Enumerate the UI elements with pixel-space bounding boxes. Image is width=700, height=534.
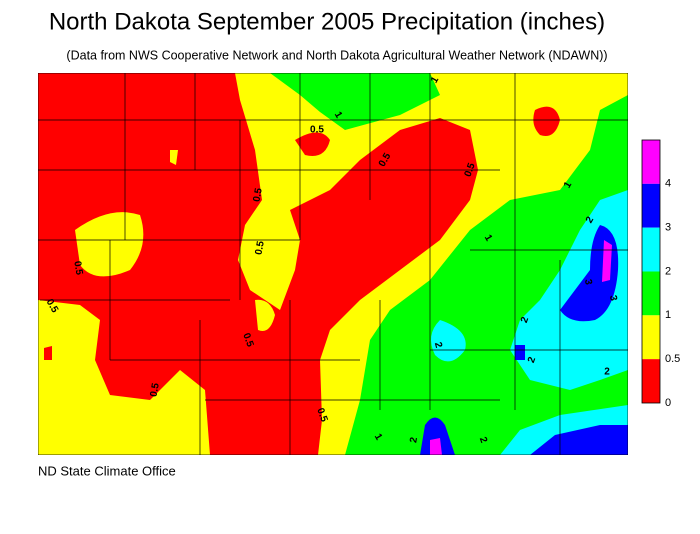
legend-label: 0.5	[665, 353, 680, 365]
region-3-4	[530, 425, 628, 455]
legend-swatch	[642, 359, 660, 403]
contour-label: 2	[432, 341, 444, 350]
region-3-4	[420, 417, 455, 455]
contour-label: 1	[562, 180, 575, 191]
region-0.5-1	[255, 299, 275, 331]
contour-label: 1	[429, 75, 442, 86]
contour-label: 0.5	[310, 125, 324, 136]
region-0-0.5	[44, 346, 52, 360]
contour-label: 3	[582, 278, 594, 286]
region-0-0.5	[38, 73, 478, 455]
contour-label: 1	[332, 110, 345, 121]
contour-labels: 0.50.50.50.50.50.50.50.50.50.51111222223…	[44, 75, 619, 445]
legend-label: 0	[665, 397, 671, 409]
legend-swatch	[642, 227, 660, 272]
region-0-0.5	[533, 106, 560, 136]
contour-label: 2	[408, 436, 420, 444]
contour-label: 0.5	[254, 240, 267, 256]
contour-label: 3	[607, 294, 619, 302]
legend-swatch	[642, 315, 660, 360]
legend-label: 2	[665, 265, 671, 277]
region-over-4	[430, 438, 442, 455]
region-2-3	[431, 320, 466, 362]
region-0-0.5	[295, 132, 330, 156]
legend-swatch	[642, 183, 660, 228]
county-lines	[38, 73, 628, 455]
contour-label: 1	[372, 432, 385, 443]
legend: 4 3 2 1 0.5 0	[641, 139, 680, 409]
contour-label: 1	[482, 233, 495, 244]
contour-label: 2	[526, 355, 538, 364]
contour-label: 0.5	[240, 332, 255, 349]
region-0.5-1	[170, 150, 178, 165]
contour-label: 2	[477, 436, 489, 445]
footer-credit: ND State Climate Office	[38, 463, 176, 478]
region-3-4	[515, 345, 525, 360]
contour-label: 0.5	[314, 407, 329, 424]
precipitation-map: 0.50.50.50.50.50.50.50.50.50.51111222223…	[38, 73, 628, 455]
legend-swatch	[642, 271, 660, 316]
legend-label: 4	[665, 178, 671, 190]
contour-label: 0.5	[252, 187, 265, 203]
contour-label: 2	[584, 215, 597, 226]
region-0.5-1	[75, 212, 144, 277]
subtitle: (Data from NWS Cooperative Network and N…	[66, 48, 607, 62]
region-1-2	[270, 73, 440, 130]
title: North Dakota September 2005 Precipitatio…	[49, 8, 605, 35]
contour-label: 2	[604, 367, 610, 378]
legend-frame	[641, 139, 661, 404]
contour-label: 0.5	[71, 260, 84, 276]
legend-label: 1	[665, 309, 671, 321]
legend-swatch	[642, 140, 660, 184]
contour-label: 2	[519, 315, 531, 324]
contour-label: 0.5	[463, 161, 478, 178]
contour-label: 0.5	[149, 382, 162, 398]
region-over-4	[602, 240, 612, 282]
legend-label: 3	[665, 222, 671, 234]
